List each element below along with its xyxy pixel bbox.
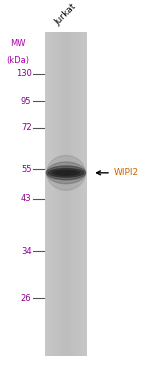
Bar (49, 32, 50, 355)
Bar (70, 32, 71, 355)
Bar (73, 32, 74, 355)
Text: 26: 26 (21, 294, 32, 303)
Bar (64, 32, 65, 355)
Bar (76, 32, 77, 355)
Text: 43: 43 (21, 194, 32, 203)
Bar (53, 32, 54, 355)
Bar (48, 32, 49, 355)
Bar (86, 32, 87, 355)
Text: 130: 130 (16, 69, 32, 78)
Bar (75, 32, 76, 355)
Bar (48, 32, 49, 355)
Bar (71, 32, 72, 355)
Bar (50, 32, 51, 355)
Bar (66, 32, 67, 355)
Bar (80, 32, 81, 355)
Text: MW: MW (10, 38, 26, 48)
Bar (77, 32, 78, 355)
Ellipse shape (52, 170, 80, 175)
Bar (47, 32, 48, 355)
Bar (46, 32, 47, 355)
Bar (81, 32, 82, 355)
Bar (79, 32, 80, 355)
Bar (58, 32, 59, 355)
Bar (51, 32, 52, 355)
Bar (74, 32, 75, 355)
Bar (45, 32, 46, 355)
Bar (65, 32, 66, 355)
Bar (72, 32, 73, 355)
Bar (84, 32, 85, 355)
Bar (59, 32, 60, 355)
Text: WIPI2: WIPI2 (114, 168, 139, 178)
Bar (55, 32, 56, 355)
Bar (61, 32, 62, 355)
Bar (68, 32, 69, 355)
Ellipse shape (48, 168, 84, 177)
Text: 95: 95 (21, 97, 32, 106)
Bar (78, 32, 79, 355)
Bar (53, 32, 54, 355)
Bar (69, 32, 70, 355)
Bar (69, 32, 70, 355)
Bar (62, 32, 63, 355)
Bar (54, 32, 55, 355)
Bar (82, 32, 83, 355)
Ellipse shape (46, 156, 86, 190)
Ellipse shape (46, 166, 86, 180)
Text: 34: 34 (21, 247, 32, 255)
Bar (63, 32, 64, 355)
Bar (79, 32, 80, 355)
Text: 72: 72 (21, 123, 32, 132)
Bar (81, 32, 82, 355)
Bar (56, 32, 57, 355)
Bar (67, 32, 68, 355)
Bar (57, 32, 58, 355)
Ellipse shape (46, 162, 86, 184)
Ellipse shape (56, 171, 76, 174)
Text: (kDa): (kDa) (6, 56, 30, 65)
Bar (60, 32, 61, 355)
Bar (83, 32, 84, 355)
Bar (76, 32, 77, 355)
Bar (60, 32, 61, 355)
Text: 55: 55 (21, 165, 32, 174)
Bar (52, 32, 53, 355)
Text: Jurkat: Jurkat (54, 2, 78, 27)
Bar (85, 32, 86, 355)
Bar (67, 32, 68, 355)
Bar (74, 32, 75, 355)
